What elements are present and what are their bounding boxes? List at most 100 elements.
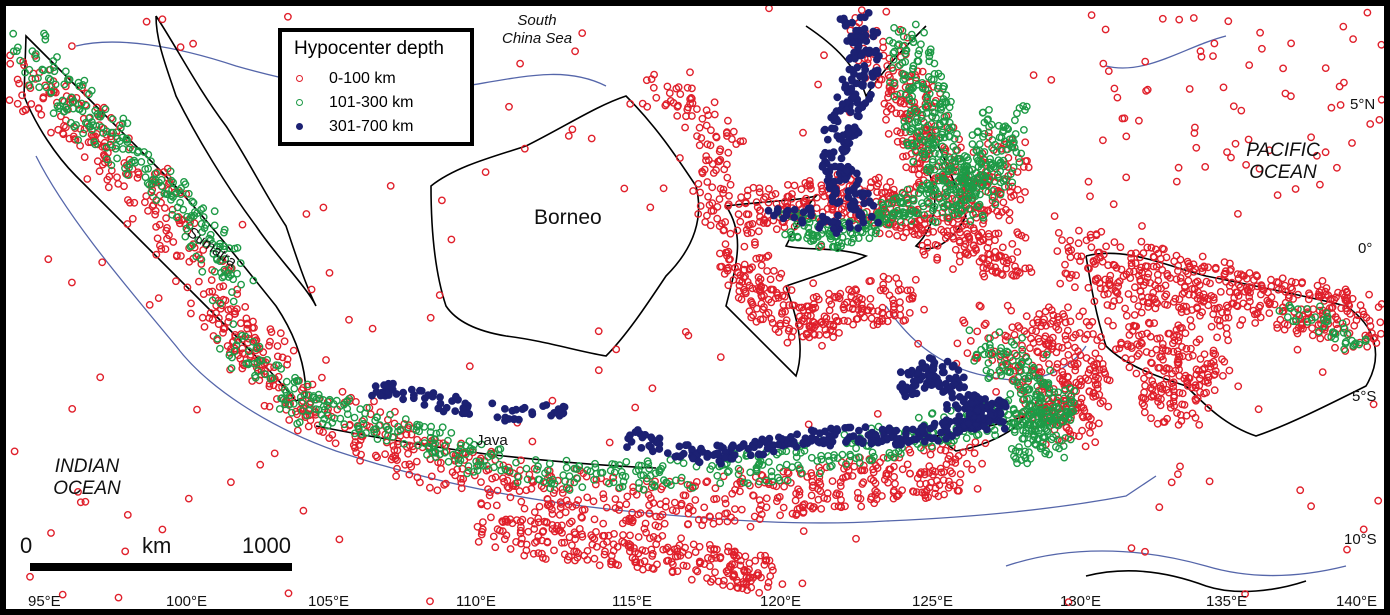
deep-quake-marker (399, 395, 408, 404)
borneo-coast (430, 95, 700, 357)
shallow-quake-marker (1321, 287, 1330, 296)
shallow-quake-marker (773, 493, 782, 502)
shallow-quake-marker (715, 222, 724, 231)
intermediate-quake-marker (945, 132, 954, 141)
shallow-quake-marker (532, 537, 541, 546)
intermediate-quake-marker (984, 374, 993, 383)
shallow-quake-marker (764, 578, 773, 587)
shallow-quake-marker (1086, 192, 1094, 201)
shallow-quake-marker (1219, 371, 1227, 380)
shallow-quake-marker (985, 238, 993, 247)
shallow-quake-marker (757, 261, 766, 270)
shallow-quake-marker (1054, 228, 1063, 237)
shallow-quake-marker (810, 323, 819, 332)
shallow-quake-marker (916, 480, 925, 488)
intermediate-quake-marker (1010, 428, 1019, 436)
intermediate-quake-marker (917, 443, 925, 452)
shallow-quake-marker (757, 470, 766, 479)
intermediate-quake-marker (890, 92, 899, 101)
shallow-quake-marker (1027, 268, 1036, 276)
shallow-quake-marker (681, 123, 689, 132)
intermediate-quake-marker (962, 434, 971, 443)
shallow-quake-marker (980, 321, 989, 329)
shallow-quake-marker (789, 327, 797, 336)
intermediate-quake-marker (34, 74, 42, 83)
shallow-quake-marker (715, 147, 724, 156)
shallow-quake-marker (644, 563, 653, 572)
shallow-quake-marker (1182, 411, 1191, 420)
shallow-quake-marker (266, 337, 274, 346)
shallow-quake-marker (920, 250, 929, 259)
intermediate-quake-marker (971, 192, 980, 201)
shallow-quake-marker (710, 545, 718, 554)
intermediate-quake-marker (189, 198, 198, 207)
shallow-quake-marker (1317, 286, 1326, 295)
intermediate-quake-marker (443, 436, 452, 445)
intermediate-quake-marker (123, 119, 132, 128)
shallow-quake-marker (710, 110, 719, 119)
shallow-quake-marker (747, 576, 755, 585)
shallow-quake-marker (1085, 321, 1094, 330)
shallow-quake-marker (612, 345, 621, 354)
shallow-quake-marker (1119, 272, 1128, 281)
intermediate-quake-marker (1066, 435, 1075, 444)
shallow-quake-marker (769, 285, 778, 294)
intermediate-quake-marker (113, 134, 122, 143)
shallow-quake-marker (933, 255, 941, 264)
shallow-quake-marker (858, 466, 867, 474)
shallow-quake-marker (68, 278, 76, 287)
shallow-quake-marker (1143, 298, 1152, 307)
intermediate-quake-marker (93, 110, 102, 119)
shallow-quake-marker (776, 511, 784, 520)
shallow-quake-marker (879, 453, 888, 462)
shallow-quake-marker (1313, 281, 1322, 290)
shallow-quake-marker (1278, 274, 1287, 283)
intermediate-quake-marker (867, 228, 876, 237)
shallow-quake-marker (803, 473, 812, 481)
intermediate-quake-marker (426, 433, 435, 442)
shallow-quake-marker (724, 281, 733, 290)
intermediate-quake-marker (1015, 158, 1024, 167)
shallow-quake-marker (68, 404, 77, 413)
shallow-quake-marker (1066, 236, 1075, 245)
shallow-quake-marker (151, 206, 160, 215)
shallow-quake-marker (1115, 344, 1124, 353)
shallow-quake-marker (1187, 344, 1195, 353)
new-guinea-coast (1085, 252, 1377, 437)
shallow-quake-marker (761, 551, 769, 560)
shallow-quake-marker (847, 292, 856, 301)
intermediate-quake-marker (952, 201, 960, 210)
shallow-quake-marker (1082, 354, 1091, 362)
shallow-quake-marker (823, 489, 832, 498)
intermediate-quake-marker (41, 31, 50, 40)
intermediate-quake-marker (140, 148, 149, 156)
shallow-quake-marker (1033, 347, 1042, 356)
shallow-quake-marker (903, 460, 912, 469)
intermediate-quake-marker (939, 84, 947, 93)
shallow-quake-marker (723, 160, 731, 169)
intermediate-quake-marker (167, 176, 176, 185)
shallow-quake-marker (765, 184, 773, 193)
intermediate-quake-marker (640, 485, 648, 494)
intermediate-quake-marker (51, 80, 60, 89)
shallow-quake-marker (1289, 295, 1298, 303)
shallow-quake-marker (155, 220, 164, 229)
intermediate-quake-marker (885, 36, 894, 45)
intermediate-quake-marker (813, 231, 821, 240)
shallow-quake-marker (896, 298, 904, 307)
shallow-quake-marker (1297, 324, 1305, 333)
intermediate-quake-marker (936, 133, 944, 142)
intermediate-quake-marker (755, 459, 764, 468)
shallow-quake-marker (1191, 413, 1200, 422)
shallow-quake-marker (1008, 182, 1017, 191)
shallow-quake-marker (839, 303, 848, 312)
intermediate-quake-marker (16, 56, 25, 65)
shallow-quake-marker (413, 435, 421, 444)
shallow-quake-marker (759, 305, 767, 314)
shallow-quake-marker (935, 481, 944, 489)
shallow-quake-marker (721, 495, 729, 503)
shallow-quake-marker (1340, 78, 1348, 87)
shallow-quake-marker (766, 275, 775, 284)
shallow-quake-marker (981, 319, 990, 328)
shallow-quake-marker (873, 188, 881, 197)
